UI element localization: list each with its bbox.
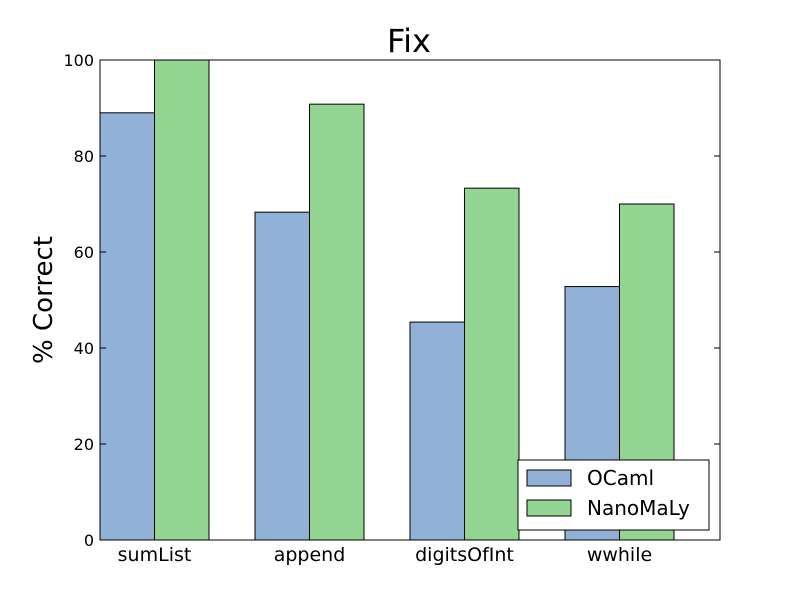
x-tick-label: wwhile bbox=[587, 544, 652, 566]
legend-label-ocaml: OCaml bbox=[587, 466, 654, 490]
y-tick-label: 100 bbox=[63, 51, 94, 70]
y-axis: 0 20 40 60 80 100 bbox=[63, 51, 720, 550]
bar-ocaml-digitsofint bbox=[409, 321, 465, 541]
y-tick-label: 20 bbox=[74, 435, 94, 454]
bar-ocaml-append bbox=[254, 211, 310, 541]
plot-frame bbox=[99, 59, 721, 541]
x-tick-label: sumList bbox=[118, 544, 192, 566]
bars-group bbox=[99, 59, 675, 541]
bar-nanomaly-sumlist bbox=[154, 59, 210, 541]
x-axis: sumList append digitsOfInt wwhile bbox=[118, 544, 653, 566]
x-tick-label: append bbox=[274, 544, 346, 566]
legend-swatch-nanomaly bbox=[526, 499, 572, 517]
bar-nanomaly-append bbox=[309, 103, 365, 541]
y-tick-label: 60 bbox=[74, 243, 94, 262]
y-tick-label: 80 bbox=[74, 147, 94, 166]
y-tick-label: 40 bbox=[74, 339, 94, 358]
legend-swatch-ocaml bbox=[526, 469, 572, 487]
legend-label-nanomaly: NanoMaLy bbox=[587, 496, 690, 520]
bar-ocaml-sumlist bbox=[99, 112, 155, 541]
y-axis-label: % Correct bbox=[29, 236, 59, 364]
legend: OCaml NanoMaLy bbox=[517, 459, 710, 531]
chart-title: Fix bbox=[387, 22, 431, 60]
y-tick-label: 0 bbox=[84, 531, 94, 550]
x-tick-label: digitsOfInt bbox=[415, 544, 514, 566]
bar-nanomaly-digitsofint bbox=[464, 187, 520, 541]
